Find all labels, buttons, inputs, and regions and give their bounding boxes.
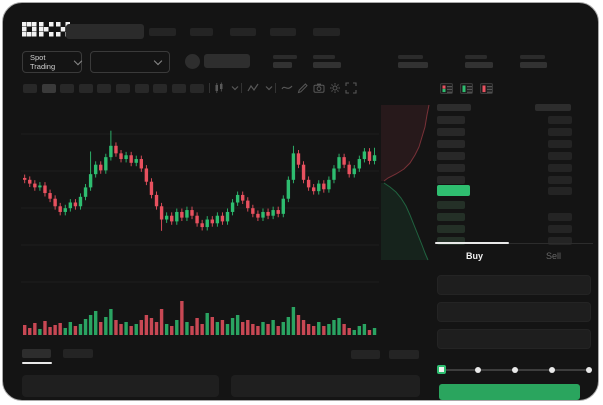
stat-value-1 — [313, 62, 341, 68]
active-tab-underline — [22, 362, 52, 364]
orderbook-row-amount — [548, 116, 572, 124]
orders-tab-0[interactable] — [22, 349, 51, 358]
candlestick-chart[interactable] — [17, 103, 431, 343]
orderbook-row-amount — [548, 187, 572, 195]
indicator-icon[interactable] — [247, 82, 259, 94]
stat-value-0 — [273, 62, 292, 68]
timeframe-button-0[interactable] — [23, 84, 37, 93]
timeframe-button-2[interactable] — [60, 84, 75, 93]
okx-logo[interactable] — [22, 22, 70, 37]
orderbook-row-amount — [548, 164, 572, 172]
nav-item-1[interactable] — [190, 28, 213, 36]
stat-label-0 — [273, 55, 297, 59]
line-style-icon[interactable] — [281, 82, 293, 94]
camera-icon[interactable] — [313, 82, 325, 94]
timeframe-button-8[interactable] — [171, 84, 186, 93]
slider-step-dot-3[interactable] — [549, 367, 555, 373]
orderbook-row-amount — [548, 213, 572, 221]
toolbar-separator — [275, 83, 276, 93]
orderbook-bid-price[interactable] — [437, 201, 465, 209]
orderbook-row-amount — [548, 225, 572, 233]
draw-icon[interactable] — [297, 82, 309, 94]
amount-input[interactable] — [437, 302, 591, 322]
stat-label-3 — [465, 55, 487, 59]
app-window: Spot Trading Buy Sell — [2, 2, 599, 401]
slider-step-dot-4[interactable] — [586, 367, 592, 373]
nav-item-4[interactable] — [313, 28, 340, 36]
chevron-down-icon[interactable] — [263, 82, 275, 94]
orderbook-ask-price[interactable] — [437, 116, 465, 124]
candle-type-icon[interactable] — [213, 82, 225, 94]
orders-action-button-1[interactable] — [389, 350, 419, 359]
orderbook-row-amount — [548, 152, 572, 160]
timeframe-button-4[interactable] — [97, 84, 112, 93]
stat-label-4 — [520, 55, 545, 59]
orderbook-ask-price[interactable] — [437, 176, 465, 184]
buy-tab-indicator — [435, 242, 509, 244]
chevron-down-icon — [73, 56, 83, 65]
orderbook-bid-price[interactable] — [437, 237, 465, 245]
slider-step-dot-1[interactable] — [475, 367, 481, 373]
market-type-dropdown[interactable]: Spot Trading — [22, 51, 83, 73]
slider-step-dot-2[interactable] — [512, 367, 518, 373]
stat-value-4 — [520, 62, 547, 68]
orderbook-row-amount — [548, 176, 572, 184]
timeframe-button-3[interactable] — [78, 84, 93, 93]
stat-value-2 — [398, 62, 428, 68]
timeframe-button-5[interactable] — [116, 84, 130, 93]
trade-tabs-divider — [435, 243, 593, 244]
orders-panel-right — [231, 375, 420, 397]
coin-avatar — [185, 54, 200, 69]
book-bids-view-icon[interactable] — [460, 83, 473, 94]
orders-tab-1[interactable] — [63, 349, 93, 358]
orderbook-bid-price[interactable] — [437, 225, 465, 233]
tab-buy[interactable]: Buy — [435, 251, 514, 261]
search-input[interactable] — [66, 24, 144, 39]
nav-item-2[interactable] — [230, 28, 256, 36]
orderbook-last-price[interactable] — [437, 185, 470, 196]
buy-submit-button[interactable] — [439, 384, 580, 400]
stat-label-1 — [313, 55, 335, 59]
orders-action-button-0[interactable] — [351, 350, 380, 359]
pair-selector-dropdown[interactable] — [90, 51, 170, 73]
orderbook-header-amount — [535, 104, 571, 111]
orderbook-row-amount — [548, 128, 572, 136]
timeframe-button-6[interactable] — [134, 84, 149, 93]
orderbook-row-amount — [548, 140, 572, 148]
orderbook-row-amount — [548, 237, 572, 245]
orderbook-bid-price[interactable] — [437, 213, 465, 221]
toolbar-separator — [209, 83, 210, 93]
total-input[interactable] — [437, 329, 591, 349]
timeframe-button-9[interactable] — [190, 84, 205, 93]
chevron-down-icon[interactable] — [229, 82, 241, 94]
tab-buy-label: Buy — [465, 251, 483, 261]
tab-sell-label: Sell — [545, 251, 561, 261]
nav-item-3[interactable] — [270, 28, 296, 36]
tab-sell[interactable]: Sell — [514, 251, 593, 261]
timeframe-button-7[interactable] — [153, 84, 168, 93]
last-price-placeholder — [204, 54, 250, 68]
chevron-down-icon — [153, 56, 163, 65]
settings-icon[interactable] — [329, 82, 341, 94]
nav-item-0[interactable] — [149, 28, 176, 36]
orderbook-ask-price[interactable] — [437, 152, 465, 160]
slider-handle[interactable] — [436, 365, 446, 374]
price-input[interactable] — [437, 275, 591, 295]
orderbook-ask-price[interactable] — [437, 128, 465, 136]
timeframe-button-1[interactable] — [41, 84, 56, 93]
orderbook-header-price — [437, 104, 471, 111]
book-asks-view-icon[interactable] — [480, 83, 493, 94]
stat-label-2 — [398, 55, 423, 59]
orderbook-ask-price[interactable] — [437, 140, 465, 148]
toolbar-separator — [241, 83, 242, 93]
okx-logo-icon — [22, 22, 70, 37]
orderbook-ask-price[interactable] — [437, 164, 465, 172]
expand-icon[interactable] — [345, 82, 357, 94]
book-both-view-icon[interactable] — [440, 83, 453, 94]
market-type-label: Spot Trading — [30, 53, 56, 71]
orders-panel-left — [22, 375, 219, 397]
stat-value-3 — [465, 62, 493, 68]
